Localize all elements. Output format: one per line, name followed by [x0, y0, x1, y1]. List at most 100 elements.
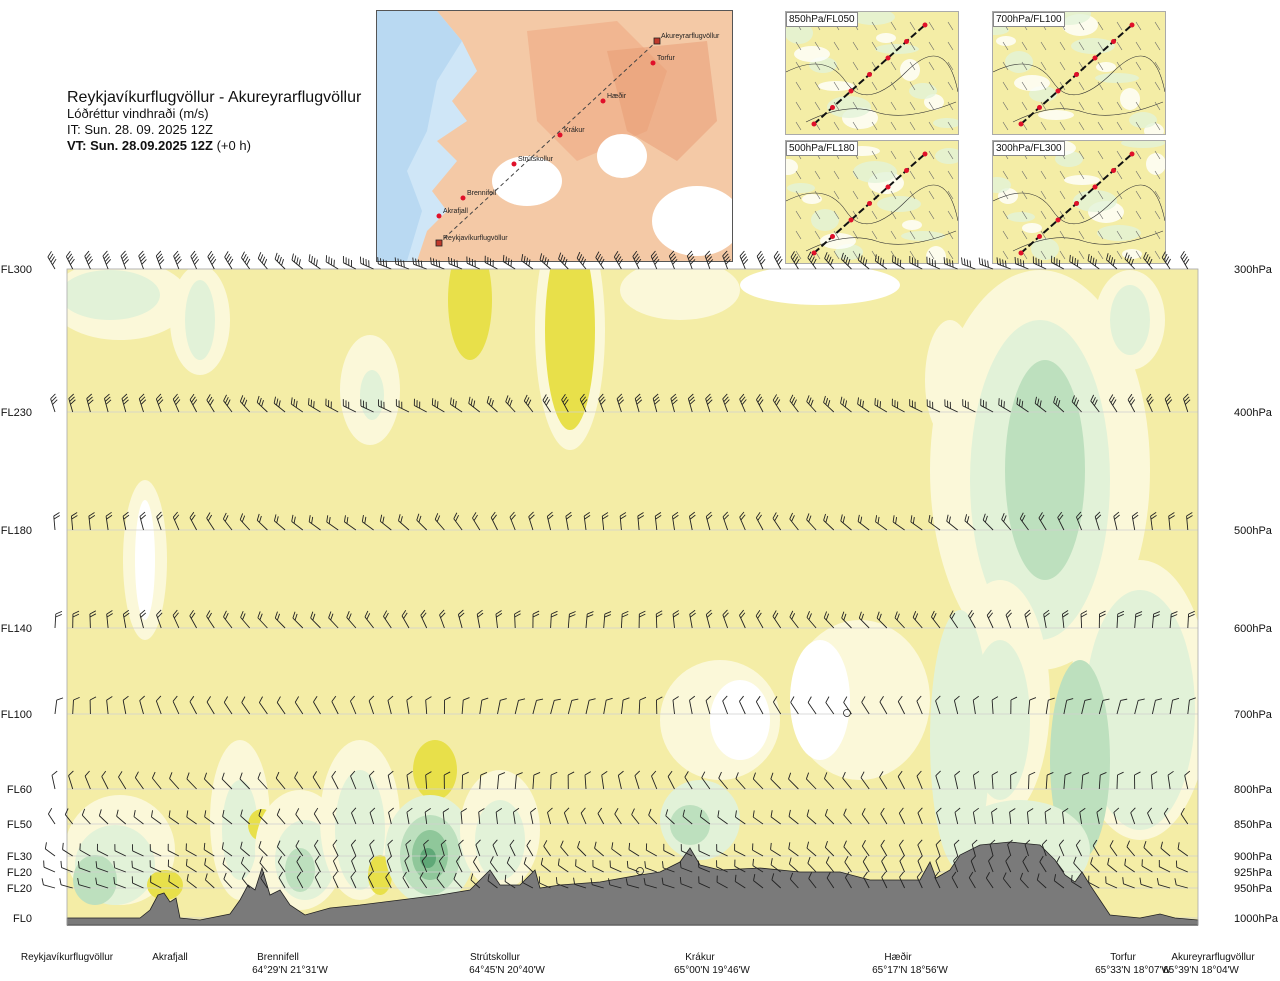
title-block: Reykjavíkurflugvöllur - Akureyrarflugvöl…	[67, 90, 361, 154]
wind-barb	[460, 808, 467, 825]
wind-barb	[1007, 839, 1013, 857]
wind-barb	[1087, 254, 1100, 270]
wind-barb	[892, 255, 905, 270]
wind-barb	[734, 874, 746, 889]
wind-barb	[972, 695, 979, 715]
wind-barb	[756, 250, 766, 270]
wind-barb	[369, 807, 376, 825]
wind-barb	[77, 861, 91, 873]
wind-barb	[506, 856, 516, 873]
wind-barb	[1071, 395, 1082, 413]
calm-wind-marker	[636, 867, 644, 875]
wind-barb	[603, 611, 612, 629]
wind-barb	[273, 514, 286, 531]
wind-barb	[722, 609, 729, 629]
wind-barb	[1169, 697, 1180, 715]
wind-contour	[475, 800, 525, 880]
wind-barb	[980, 398, 994, 413]
mini-waypoint	[904, 168, 909, 173]
wind-barb	[241, 872, 251, 889]
wind-barb	[752, 843, 764, 857]
wind-barb	[698, 876, 711, 889]
right-axis-label: 800hPa	[1234, 784, 1273, 796]
wind-barb	[971, 839, 978, 857]
right-axis-label: 850hPa	[1234, 819, 1273, 831]
wind-barb	[139, 695, 145, 715]
wind-barb	[625, 878, 640, 889]
wind-barb	[434, 513, 445, 531]
right-axis-label: 500hPa	[1234, 525, 1273, 537]
wind-barb	[1002, 872, 1012, 889]
wind-barb	[1141, 859, 1153, 873]
wind-barb	[585, 698, 596, 715]
wind-barb	[823, 395, 835, 413]
wind-contour	[368, 855, 392, 895]
wind-barb	[1143, 841, 1153, 857]
wind-barb	[276, 808, 286, 825]
wind-barb	[70, 512, 78, 531]
wind-barb	[484, 255, 498, 270]
wind-barb	[716, 875, 728, 889]
mini-map-700: 700hPa/FL100	[992, 11, 1166, 135]
map-waypoints: Akureyrarflugvöllur Torfur Hæðir Krákur Strú…	[435, 33, 720, 247]
wind-barb	[1134, 698, 1145, 715]
wind-barb	[342, 399, 357, 413]
wind-barb	[388, 807, 394, 825]
wind-barb	[1151, 611, 1161, 629]
wind-barb	[102, 250, 112, 270]
waypoint-label: Brennifell	[467, 190, 497, 197]
wind-barb	[538, 876, 551, 889]
wind-barb	[406, 770, 413, 790]
wind-barb	[64, 808, 74, 825]
wind-barb	[879, 771, 888, 790]
wind-barb	[295, 808, 304, 825]
wind-contour	[420, 848, 436, 868]
wind-barb	[443, 771, 451, 790]
wind-barb	[461, 771, 469, 790]
wind-barb	[1158, 859, 1171, 873]
location-coord: 65°33'N 18°07'W	[1095, 965, 1171, 976]
wind-barb	[342, 255, 357, 270]
waypoint-marker	[653, 37, 661, 45]
wind-barb	[495, 808, 503, 825]
mini-waypoint	[830, 105, 835, 110]
wind-barb	[349, 695, 357, 715]
wind-barb	[532, 610, 540, 629]
wind-barb	[964, 514, 976, 531]
wind-barb	[291, 514, 304, 531]
wind-barb	[274, 611, 286, 629]
wind-barb	[539, 253, 551, 270]
wind-barb	[843, 808, 852, 825]
waypoint-label: Torfur	[657, 55, 676, 62]
wind-barb	[257, 772, 268, 790]
wind-barb	[1124, 252, 1136, 270]
wind-barb	[651, 770, 658, 790]
wind-barb	[654, 512, 662, 531]
wind-barb	[1163, 807, 1171, 825]
waypoint-label: Hæðir	[607, 92, 627, 100]
wind-barb	[788, 857, 799, 873]
wind-barb	[239, 513, 251, 531]
wind-barb	[898, 839, 906, 857]
wind-barb	[133, 810, 144, 825]
wind-barb	[521, 875, 534, 889]
wind-barb	[1028, 771, 1036, 790]
wind-barb	[308, 398, 321, 413]
wind-barb	[1134, 611, 1143, 629]
wind-barb	[440, 839, 447, 857]
wind-barb	[687, 393, 696, 413]
mini-waypoint	[922, 22, 928, 28]
wind-barb	[313, 807, 321, 825]
wind-barb	[917, 855, 923, 873]
wind-barb	[139, 609, 147, 629]
wind-barb	[753, 873, 764, 889]
wind-barb	[223, 696, 233, 715]
wind-barb	[1180, 807, 1189, 825]
wind-barb	[1075, 839, 1083, 857]
wind-barb	[172, 695, 180, 715]
wind-barb	[44, 842, 56, 857]
location-coord: 65°39'N 18°04'W	[1163, 965, 1239, 976]
wind-barb	[425, 771, 432, 790]
wind-barb	[84, 770, 91, 790]
wind-barb	[421, 855, 428, 873]
